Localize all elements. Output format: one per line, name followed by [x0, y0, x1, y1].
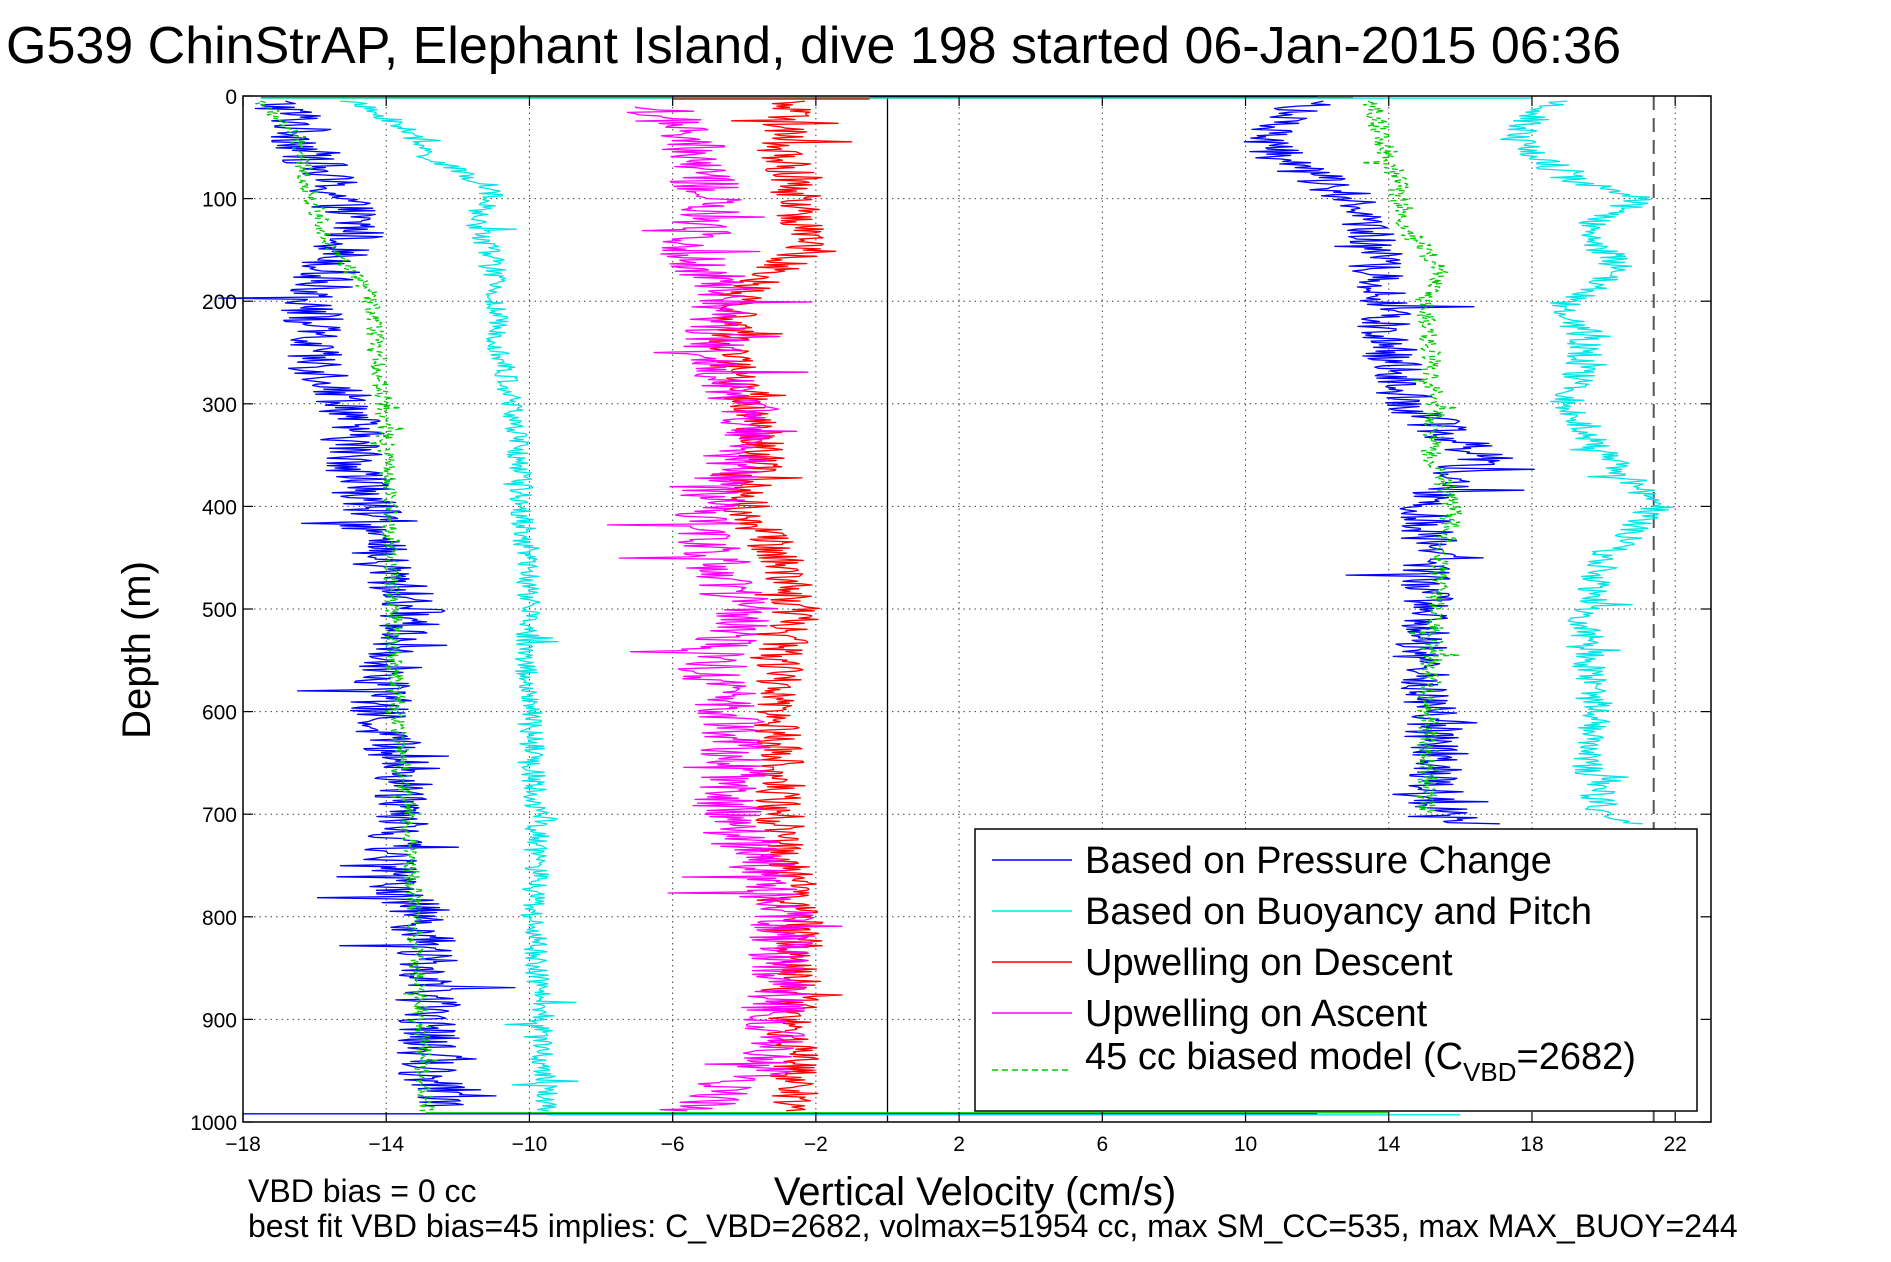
vbd-bias-note: VBD bias = 0 cc	[248, 1173, 477, 1209]
series-buoyancy_descent	[340, 100, 579, 1112]
tick-labels: −18 −14 −10 −6 −2 2 6 10 14 18 22 0 100 200 300 400 500 6…	[190, 86, 1711, 1156]
legend: Based on Pressure Change Based on Buoyanc…	[974, 828, 1698, 1112]
y-tick-label: 800	[202, 907, 237, 930]
x-tick-label: −6	[661, 1133, 685, 1156]
x-tick-label: 22	[1664, 1133, 1687, 1156]
x-tick-label: 14	[1377, 1133, 1401, 1156]
x-tick-label: −18	[225, 1133, 261, 1156]
series-pressure_descent	[218, 100, 516, 1107]
chart-title: G539 ChinStrAP, Elephant Island, dive 19…	[6, 17, 1621, 75]
best-fit-note: best fit VBD bias=45 implies: C_VBD=2682…	[248, 1208, 1738, 1244]
legend-entry-label: Upwelling on Descent	[1085, 942, 1453, 984]
y-tick-label: 1000	[190, 1112, 237, 1135]
legend-entry-label: Based on Pressure Change	[1085, 840, 1552, 882]
x-tick-label: 18	[1520, 1133, 1543, 1156]
y-axis-label: Depth (m)	[115, 561, 159, 739]
y-tick-label: 500	[202, 599, 237, 622]
x-tick-label: 10	[1234, 1133, 1257, 1156]
y-tick-label: 300	[202, 394, 237, 417]
x-tick-label: −14	[368, 1133, 404, 1156]
y-tick-label: 600	[202, 702, 237, 725]
y-tick-label: 100	[202, 189, 237, 212]
series-lines	[218, 96, 1674, 1116]
series-pressure_ascent	[1243, 100, 1535, 825]
legend-entry-label: Based on Buoyancy and Pitch	[1085, 891, 1592, 933]
x-tick-label: 2	[953, 1133, 965, 1156]
x-tick-label: 6	[1096, 1133, 1108, 1156]
reference-lines	[886, 96, 1655, 1122]
series-model_ascent	[1360, 100, 1463, 814]
y-tick-label: 200	[202, 291, 237, 314]
y-tick-label: 700	[202, 804, 237, 827]
legend-entry-label: 45 cc biased model (CVBD=2682)	[1085, 1036, 1636, 1087]
legend-box	[974, 828, 1698, 1112]
y-tick-label: 400	[202, 496, 237, 519]
series-buoyancy_ascent	[1499, 100, 1674, 825]
legend-entry-label: Upwelling on Ascent	[1085, 993, 1428, 1035]
series-model_descent	[255, 100, 439, 1112]
y-tick-label: 900	[202, 1009, 237, 1032]
series-upwelling_ascent	[606, 105, 843, 1112]
x-axis-label: Vertical Velocity (cm/s)	[774, 1170, 1176, 1214]
x-tick-label: −2	[804, 1133, 828, 1156]
x-tick-label: −10	[512, 1133, 548, 1156]
y-tick-label: 0	[225, 86, 237, 109]
